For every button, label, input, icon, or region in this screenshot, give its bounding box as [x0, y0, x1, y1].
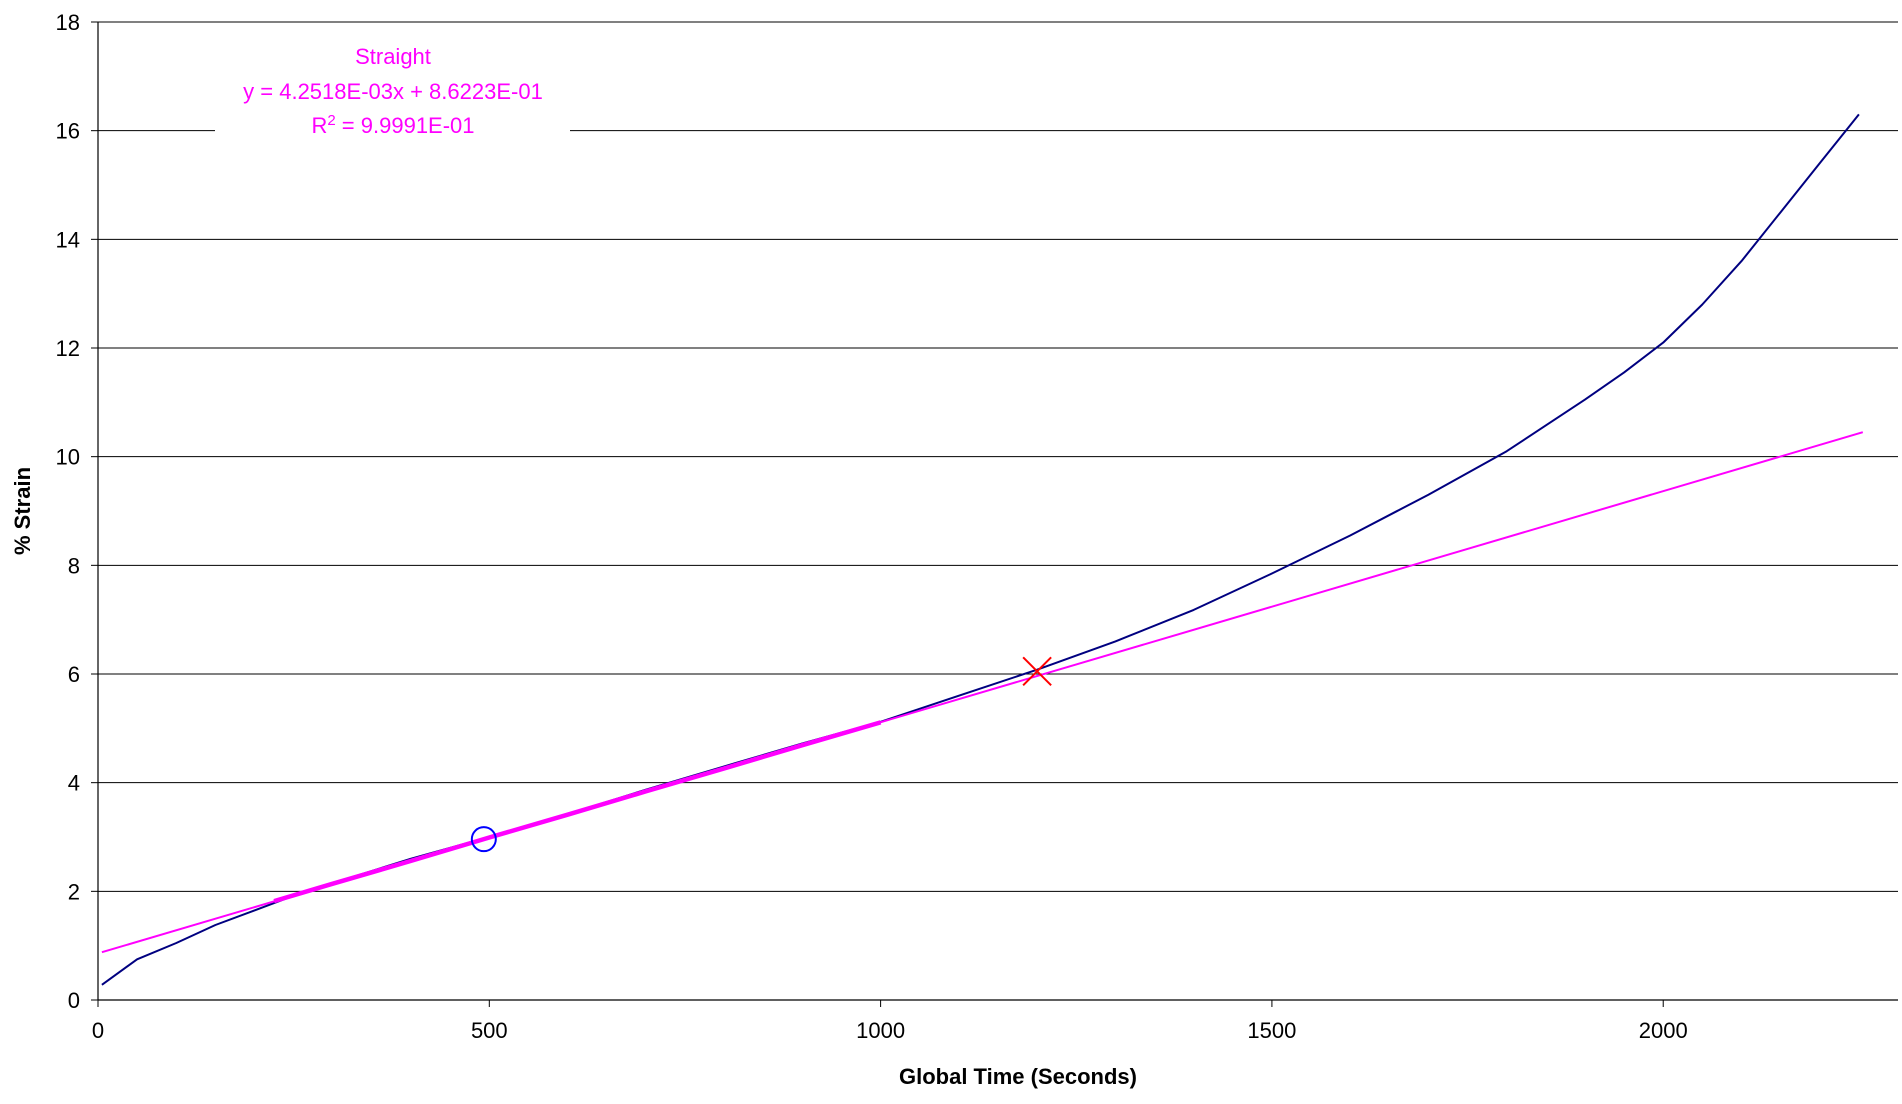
y-tick-label-8: 8: [68, 553, 80, 578]
series-lines: [101, 113, 1864, 986]
x-axis-ticks: 0 500 1000 1500 2000: [92, 1000, 1688, 1043]
x-tick-label-2000: 2000: [1639, 1018, 1688, 1043]
series-line-0: [101, 113, 1860, 986]
x-tick-label-500: 500: [471, 1018, 508, 1043]
x-axis-title: Global Time (Seconds): [899, 1064, 1137, 1089]
annotation-background: [215, 35, 570, 145]
marker-cross-stroke-b: [1022, 656, 1052, 686]
data-markers: [470, 656, 1052, 853]
annotation-equation: y = 4.2518E-03x + 8.6223E-01: [243, 79, 543, 104]
y-tick-label-6: 6: [68, 662, 80, 687]
r2-prefix: R: [311, 113, 327, 138]
x-tick-label-1500: 1500: [1247, 1018, 1296, 1043]
annotation-r-squared: R2 = 9.9991E-01: [311, 112, 474, 139]
x-tick-label-0: 0: [92, 1018, 104, 1043]
y-tick-label-14: 14: [56, 227, 80, 252]
marker-cross: [1022, 656, 1052, 686]
axes: [97, 22, 1898, 1001]
y-tick-label-2: 2: [68, 879, 80, 904]
gridlines: [98, 21, 1898, 892]
r2-value: = 9.9991E-01: [336, 113, 475, 138]
y-tick-label-4: 4: [68, 771, 80, 796]
y-tick-label-18: 18: [56, 10, 80, 35]
r2-superscript: 2: [327, 112, 335, 129]
trendline-annotation: Straight y = 4.2518E-03x + 8.6223E-01 R2…: [215, 35, 570, 145]
x-tick-label-1000: 1000: [856, 1018, 905, 1043]
y-tick-label-10: 10: [56, 445, 80, 470]
series-line-2: [273, 720, 882, 904]
y-tick-label-0: 0: [68, 988, 80, 1013]
y-axis-ticks: 0 2 4 6 8 10 12 14 16 18: [56, 10, 98, 1013]
y-tick-label-16: 16: [56, 119, 80, 144]
y-tick-label-12: 12: [56, 336, 80, 361]
annotation-title: Straight: [355, 44, 431, 69]
marker-circle: [470, 826, 497, 853]
y-axis-title: % Strain: [10, 467, 35, 555]
